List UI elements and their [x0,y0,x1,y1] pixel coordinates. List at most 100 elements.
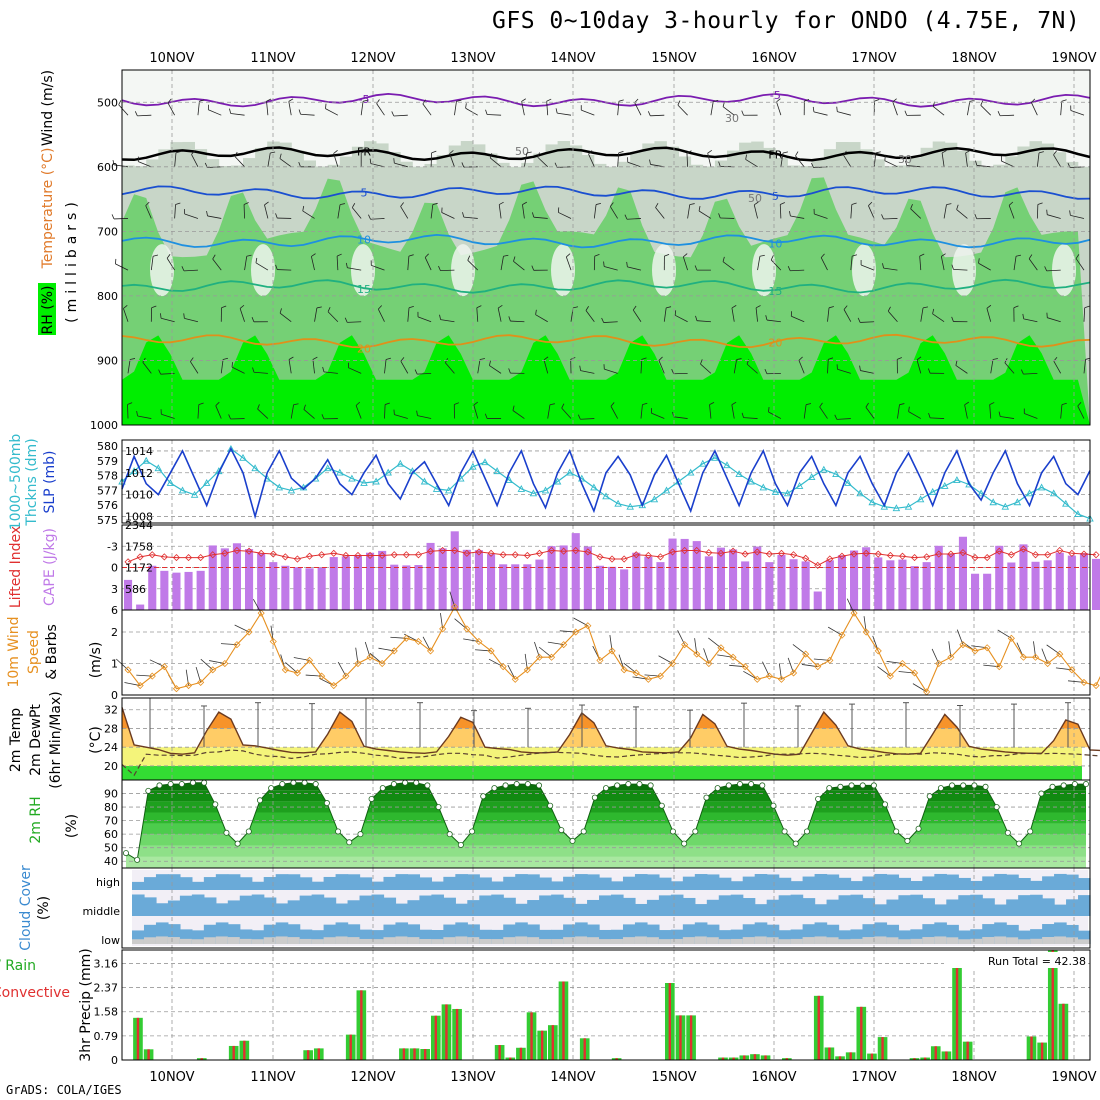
upper-wind-barb [191,150,196,155]
cloud-low-gray [826,937,840,944]
upper-wind-barb [246,254,252,257]
cape-bar [353,554,362,610]
upper-wind-barb [1001,160,1015,168]
thickness-point [807,473,816,481]
upper-wind-barb [585,310,595,322]
cape-bar [595,565,604,610]
cloud-cell-high [862,876,876,890]
cloud-low-gray [982,937,995,944]
rh-point [279,781,286,788]
cloud-cell-middle [575,903,588,916]
upper-wind-barb [323,371,338,374]
upper-wind-barb [919,256,922,271]
precip-convective-bar [1040,1042,1044,1060]
cape-bar [523,564,532,610]
upper-wind-barb [1069,210,1071,216]
cape-bar [1079,553,1088,610]
upper-wind-barb [321,414,325,420]
upper-wind-barb [253,371,268,374]
thickness-point [928,487,937,495]
wind-speed-point [1080,678,1088,686]
thickness-point [868,498,876,506]
cloud-cell-middle [874,904,888,916]
cloud-low-gray [371,939,385,944]
cape-bar [983,573,992,610]
upper-wind-barb [883,218,898,220]
rh-point [736,781,743,788]
upper-wind-barb [175,151,181,154]
cloud-cell-high [898,877,911,890]
cloud-cell-high [874,873,888,890]
cloud-low-gray [994,936,1007,944]
upper-wind-barb [206,210,208,217]
rh-point [1027,828,1034,835]
upper-wind-barb [465,103,467,109]
rh-point [692,828,699,835]
upper-wind-barb [883,267,898,271]
precip-convective-bar [147,1049,150,1060]
wind10-tick-label: 1 [111,658,118,671]
upper-wind-barb [713,99,719,102]
upper-wind-barb [489,153,493,159]
upper-wind-barb [275,264,278,270]
precip-convective-bar [402,1048,406,1060]
cloud-cell-high [730,881,744,890]
date-label-bottom: 11NOV [250,1070,295,1085]
isotherm-FR [121,146,1091,162]
upper-wind-barb [229,108,232,114]
precip-convective-bar [860,1006,863,1060]
upper-wind-barb [736,358,742,360]
upper-wind-barb [546,101,549,116]
precip-convective-bar [828,1047,831,1060]
wind-speed-point [814,663,822,671]
upper-wind-barb [441,212,455,219]
cloud-low-gray [335,936,349,944]
cloud-low-gray [730,938,744,944]
upper-wind-barb [627,266,642,271]
thickness-point [892,504,901,512]
rh-point [781,828,788,835]
cape-bar [136,604,145,610]
thickness-point [517,484,526,492]
upper-wind-barb [456,99,462,102]
upper-wind-barb [1000,114,1015,117]
cloud-cell-middle [790,894,804,916]
upper-wind-barb [647,111,651,116]
upper-wind-barb [355,405,362,419]
upper-wind-barb [976,165,991,168]
date-label-bottom: 17NOV [851,1070,896,1085]
cloud-low-gray [970,938,983,944]
cloud-cell-high [563,876,576,890]
wind-speed-point [1056,650,1064,658]
cloud-cell-high [371,881,385,890]
cloud-cell-middle [503,897,516,916]
cape-bar [922,562,931,610]
upper-wind-barb [293,403,299,406]
wind-speed-point [850,609,858,617]
cape-bar [934,545,943,610]
wind-speed-point [233,641,241,649]
thickness-point [311,474,320,482]
isotherm-label: 20 [357,342,371,355]
cloud-low-gray [503,937,516,944]
upper-wind-barb [298,109,301,115]
upper-wind-barb [754,201,759,206]
lifted-index-point [1056,546,1064,555]
upper-wind-barb [408,305,414,309]
rh-point [870,782,877,789]
upper-wind-barb [150,256,154,271]
upper-wind-barb [709,404,712,419]
cloud-low-gray [203,937,217,944]
precip-convective-bar [200,1058,203,1060]
upper-wind-barb [908,411,921,419]
rh-point [178,781,185,788]
cloud-low-gray [395,936,409,944]
cape-bar [583,546,592,610]
upper-wind-barb [731,305,737,309]
rh-point [1083,781,1090,788]
cloud-low-gray [946,937,959,944]
upper-wind-barb [677,104,688,116]
upper-wind-barb [610,402,615,407]
cloud-low-gray [622,937,636,944]
thickness-point [287,486,296,494]
